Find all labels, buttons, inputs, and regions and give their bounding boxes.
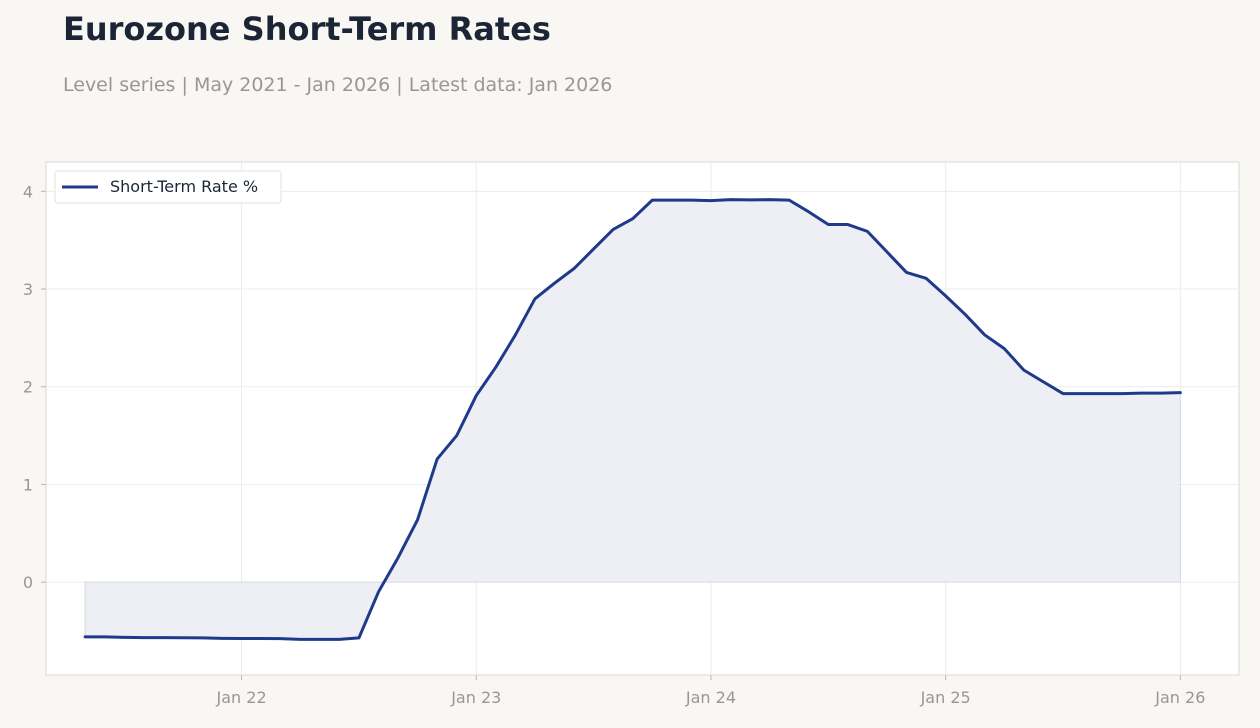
y-tick-label: 1 — [23, 475, 33, 494]
y-tick-label: 2 — [23, 378, 33, 397]
chart-title: Eurozone Short-Term Rates — [63, 10, 551, 48]
x-tick-label: Jan 24 — [685, 688, 736, 707]
y-tick-label: 4 — [23, 182, 33, 201]
x-tick-label: Jan 22 — [216, 688, 267, 707]
line-layer — [83, 198, 1182, 641]
legend: Short-Term Rate % — [54, 170, 282, 204]
x-tick-label: Jan 23 — [450, 688, 501, 707]
legend-label: Short-Term Rate % — [110, 177, 258, 196]
y-tick-label: 0 — [23, 573, 33, 592]
series-line — [83, 198, 1182, 641]
legend-box — [54, 170, 282, 204]
y-tick-label: 3 — [23, 280, 33, 299]
x-tick-label: Jan 26 — [1154, 688, 1205, 707]
chart-subtitle: Level series | May 2021 - Jan 2026 | Lat… — [63, 74, 613, 96]
x-axis: Jan 22 Jan 23 Jan 24 Jan 25 Jan 26 — [216, 675, 1205, 707]
y-axis: 0 1 2 3 4 — [23, 182, 46, 592]
x-tick-label: Jan 25 — [920, 688, 971, 707]
